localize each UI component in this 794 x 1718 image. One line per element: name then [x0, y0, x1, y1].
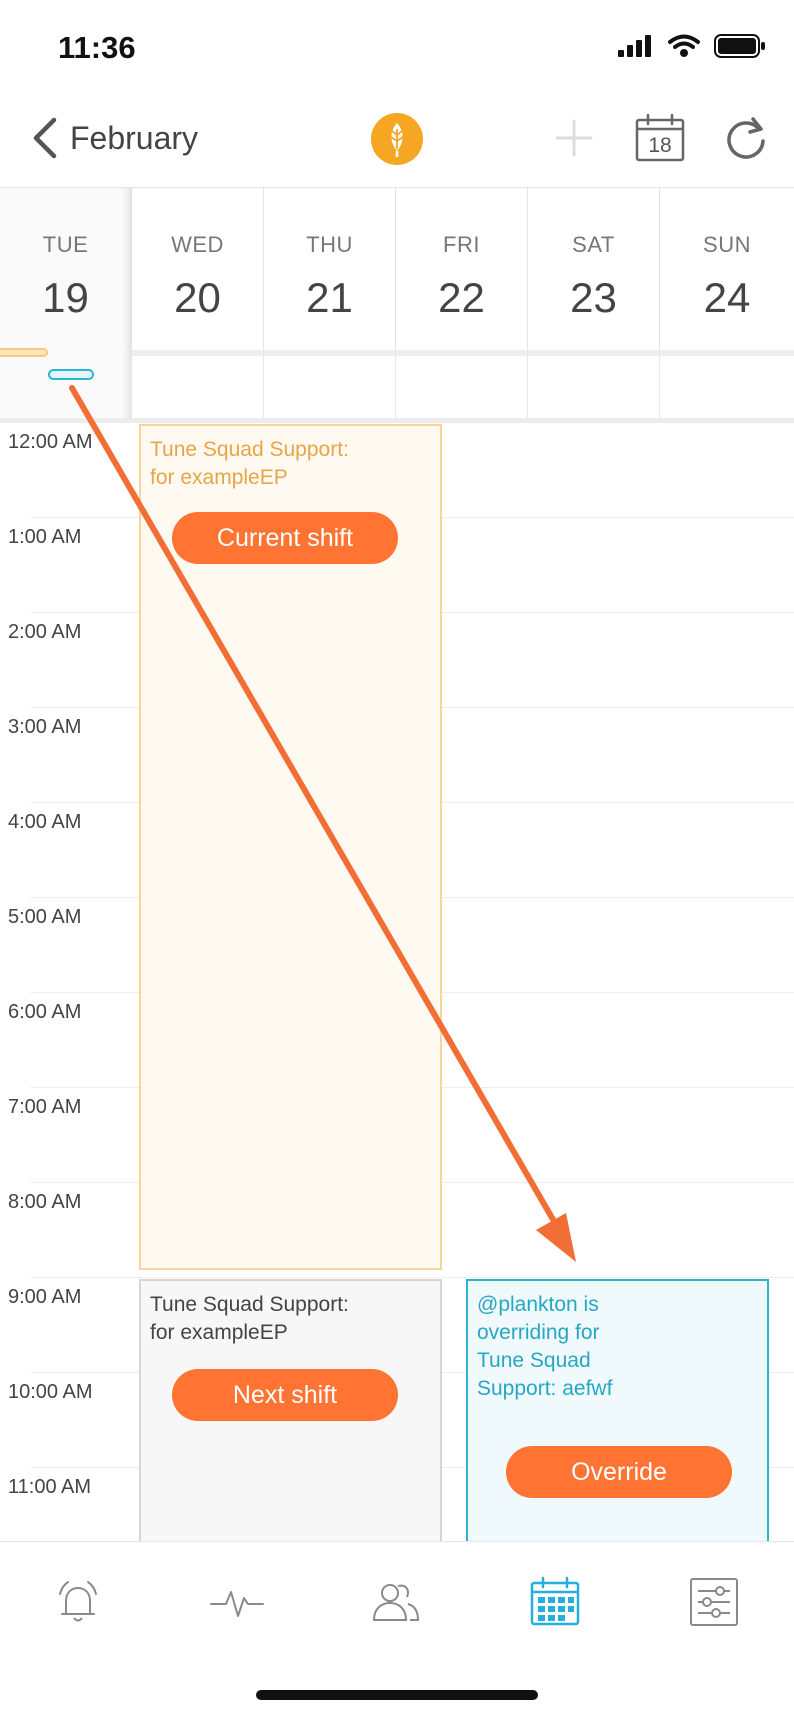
tab-activity[interactable]: [205, 1570, 269, 1634]
day-number: 21: [306, 274, 353, 321]
next-shift-block[interactable]: Tune Squad Support: for exampleEP Next s…: [139, 1279, 442, 1541]
chevron-left-icon: [33, 117, 57, 159]
day-number: 24: [703, 274, 751, 321]
all-day-cell[interactable]: [660, 349, 794, 420]
status-icons: [618, 34, 766, 58]
back-button[interactable]: February: [30, 116, 198, 160]
day-number: 20: [174, 274, 221, 321]
tab-schedule[interactable]: [523, 1570, 587, 1634]
all-day-row: [0, 349, 794, 420]
wifi-icon: [668, 34, 700, 57]
override-badge[interactable]: Override: [506, 1446, 732, 1498]
hour-label: 1:00 AM: [8, 526, 82, 548]
calendar-icon: [635, 113, 685, 162]
hour-label: 5:00 AM: [8, 906, 82, 928]
hour-label: 2:00 AM: [8, 621, 82, 643]
all-day-cell[interactable]: [264, 349, 396, 420]
week-day-header: TUE 19 WED 20 THU 21 FRI 22 SAT 23 SUN 2…: [0, 187, 794, 356]
day-number: 19: [42, 274, 89, 321]
battery-icon: [714, 34, 765, 58]
status-time: 11:36: [58, 30, 136, 65]
day-column-tue[interactable]: TUE 19: [0, 188, 132, 350]
override-indicator[interactable]: [48, 369, 94, 380]
day-of-week: TUE: [42, 232, 89, 257]
all-day-cell[interactable]: [528, 349, 660, 420]
refresh-icon: [727, 117, 765, 159]
hour-line: [30, 1277, 794, 1278]
refresh-button[interactable]: [718, 110, 774, 166]
day-column-sat[interactable]: SAT 23: [528, 188, 660, 350]
people-icon: [372, 1584, 420, 1621]
nav-bar: February 18: [0, 96, 794, 188]
tab-bar: [0, 1541, 794, 1718]
all-day-cell[interactable]: [396, 349, 528, 420]
add-button[interactable]: [546, 110, 602, 166]
header-divider: [0, 350, 794, 356]
day-column-wed[interactable]: WED 20: [132, 188, 264, 350]
sliders-icon: [690, 1578, 738, 1626]
hour-label: 9:00 AM: [8, 1286, 82, 1308]
hour-label: 10:00 AM: [8, 1381, 93, 1403]
hour-label: 11:00 AM: [8, 1476, 92, 1498]
day-of-week: WED: [171, 232, 224, 257]
day-column-thu[interactable]: THU 21: [264, 188, 396, 350]
day-column-sun[interactable]: SUN 24: [660, 188, 794, 350]
status-bar: 11:36: [0, 0, 794, 96]
tab-people[interactable]: [364, 1570, 428, 1634]
tab-settings[interactable]: [682, 1570, 746, 1634]
current-shift-block[interactable]: Tune Squad Support: for exampleEP Curren…: [139, 424, 442, 1270]
tab-alerts[interactable]: [46, 1570, 110, 1634]
current-shift-badge[interactable]: Current shift: [172, 512, 398, 564]
hour-label: 8:00 AM: [8, 1191, 82, 1213]
time-grid: 12:00 AM 1:00 AM 2:00 AM 3:00 AM 4:00 AM…: [0, 423, 794, 1541]
hour-label: 12:00 AM: [8, 431, 93, 453]
calendar-day-label: 18: [648, 134, 672, 157]
all-day-cell[interactable]: [0, 349, 132, 420]
bell-icon: [59, 1581, 97, 1622]
hour-label: 7:00 AM: [8, 1096, 82, 1118]
back-label: February: [70, 119, 199, 156]
hour-label: 4:00 AM: [8, 811, 82, 833]
plus-icon: [555, 119, 593, 157]
hour-label: 3:00 AM: [8, 716, 82, 738]
pulse-icon: [210, 1591, 264, 1617]
current-shift-indicator[interactable]: [0, 348, 48, 357]
signal-icon: [618, 35, 651, 57]
hour-label: 6:00 AM: [8, 1001, 82, 1023]
shift-title: Tune Squad Support: for exampleEP: [150, 1293, 349, 1344]
today-button[interactable]: 18: [632, 110, 688, 166]
nav-actions: 18: [546, 110, 774, 166]
calendar-grid-icon: [530, 1576, 580, 1626]
next-shift-badge[interactable]: Next shift: [172, 1369, 398, 1421]
day-of-week: SAT: [572, 232, 615, 257]
all-day-cell[interactable]: [132, 349, 264, 420]
home-indicator: [256, 1690, 538, 1700]
day-of-week: SUN: [703, 232, 751, 257]
day-of-week: THU: [306, 232, 353, 257]
shift-title: Tune Squad Support: for exampleEP: [150, 438, 349, 489]
day-number: 22: [438, 274, 485, 321]
day-number: 23: [570, 274, 617, 321]
day-of-week: FRI: [443, 232, 480, 257]
override-title: @plankton is overriding for Tune Squad S…: [477, 1293, 613, 1400]
override-shift-block[interactable]: @plankton is overriding for Tune Squad S…: [466, 1279, 769, 1541]
day-column-fri[interactable]: FRI 22: [396, 188, 528, 350]
leaf-logo-icon: [371, 113, 423, 165]
